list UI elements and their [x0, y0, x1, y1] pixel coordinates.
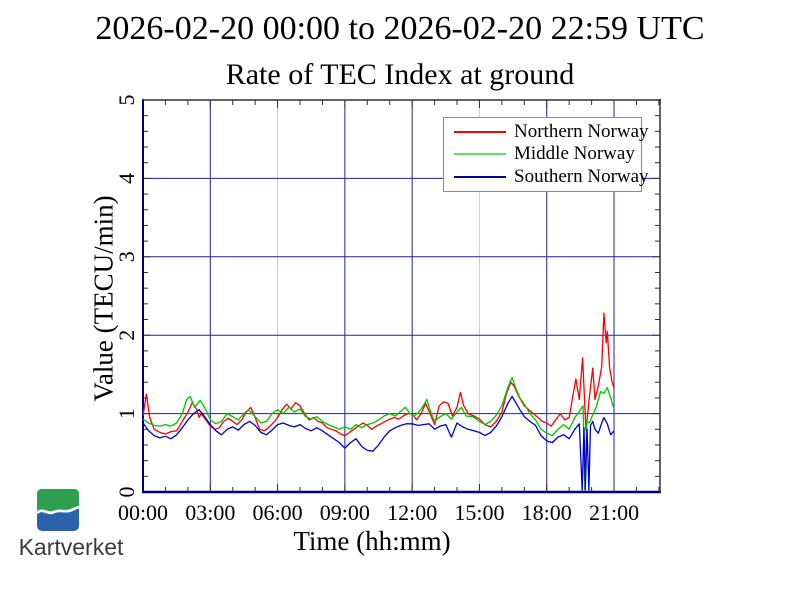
series-line-southern-norway [142, 395, 615, 492]
y-tick-label: 0 [114, 487, 139, 498]
legend-line-green-swatch [454, 153, 506, 156]
x-tick-label: 03:00 [185, 500, 235, 525]
legend-label: Northern Norway [514, 121, 649, 143]
legend-item-southern-norway: Southern Norway [444, 166, 649, 188]
legend-label: Southern Norway [514, 165, 649, 187]
y-tick-label: 4 [114, 173, 139, 184]
kartverket-logo: Kartverket [6, 488, 136, 568]
x-axis-label: Time (hh:mm) [293, 526, 451, 556]
chart-title-main: Rate of TEC Index at ground [225, 58, 575, 91]
series-line-northern-norway [142, 312, 615, 437]
logo-green-wave [37, 489, 79, 514]
x-tick-label: 06:00 [253, 500, 303, 525]
legend-line-red-swatch [454, 131, 506, 134]
y-tick-label: 5 [114, 95, 139, 106]
x-tick-label: 15:00 [454, 500, 504, 525]
logo-white-wave [37, 505, 79, 515]
legend-item-middle-norway: Middle Norway [444, 143, 641, 165]
x-tick-label: 18:00 [522, 500, 572, 525]
x-tick-label: 09:00 [320, 500, 370, 525]
x-tick-label: 21:00 [589, 500, 639, 525]
chart-title-daterange: 2026-02-20 00:00 to 2026-02-20 22:59 UTC [95, 10, 705, 47]
kartverket-logo-mark [37, 489, 79, 531]
legend-label: Middle Norway [514, 143, 635, 165]
y-tick-label: 2 [114, 330, 139, 341]
y-tick-label: 1 [114, 408, 139, 419]
legend-line-blue-swatch [454, 175, 506, 178]
x-tick-label: 00:00 [118, 500, 168, 525]
x-tick-label: 12:00 [387, 500, 437, 525]
legend-item-northern-norway: Northern Norway [444, 121, 649, 143]
series-line-middle-norway [142, 376, 615, 492]
kartverket-logo-text: Kartverket [18, 534, 124, 560]
y-axis-label: Value (TECU/min) [88, 195, 119, 402]
y-tick-label: 3 [114, 251, 139, 262]
legend-box: Northern Norway Middle Norway Southern N… [443, 117, 649, 192]
